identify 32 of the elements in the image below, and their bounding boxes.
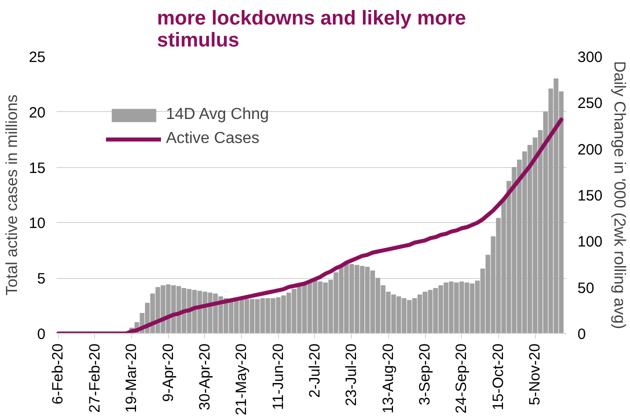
x-tick-label: 24-Sep-20 (453, 343, 470, 414)
chart-title: more lockdowns and likely more stimulus (157, 8, 466, 52)
x-tick-label: 9-Apr-20 (160, 344, 177, 402)
legend-label: 14D Avg Chng (166, 106, 269, 124)
y-tick-label: 0 (37, 326, 46, 343)
y2-tick-label: 100 (578, 234, 603, 251)
y-tick-label: 5 (37, 270, 46, 288)
x-tick-label: 6-Feb-20 (50, 343, 67, 404)
y2-tick-label: 250 (578, 95, 603, 112)
y2-tick-label: 0 (578, 326, 586, 343)
y-tick-label: 20 (28, 104, 46, 122)
x-tick-label: 2-Jul-20 (306, 343, 324, 398)
x-tick-label: 27-Feb-20 (86, 343, 104, 413)
x-tick-label: 5-Nov-20 (526, 343, 544, 406)
y2-tick-label: 300 (578, 49, 603, 66)
y2-tick-label: 150 (578, 188, 603, 204)
x-tick-label: 11-Jun-20 (270, 343, 287, 410)
y-tick-label: 15 (28, 160, 46, 177)
y-tick-label: 10 (28, 215, 46, 232)
x-tick-label: 15-Oct-20 (490, 343, 507, 410)
y2-tick-label: 200 (578, 141, 603, 158)
x-tick-label: 13-Aug-20 (380, 343, 397, 414)
y-axis-title: Total active cases in millions (4, 94, 21, 296)
x-tick-label: 3-Sep-20 (416, 343, 434, 406)
y2-tick-label: 50 (578, 280, 594, 297)
y-tick-label: 25 (28, 49, 46, 66)
x-tick-label: 21-May-20 (233, 343, 250, 416)
legend-label: Active Cases (166, 130, 260, 148)
x-tick-label: 23-Jul-20 (343, 343, 360, 406)
y2-axis-title: Daily Change in '000 (2wk rolling avg) (610, 60, 628, 330)
x-tick-label: 30-Apr-20 (196, 344, 214, 410)
x-tick-label: 19-Mar-20 (123, 343, 140, 413)
